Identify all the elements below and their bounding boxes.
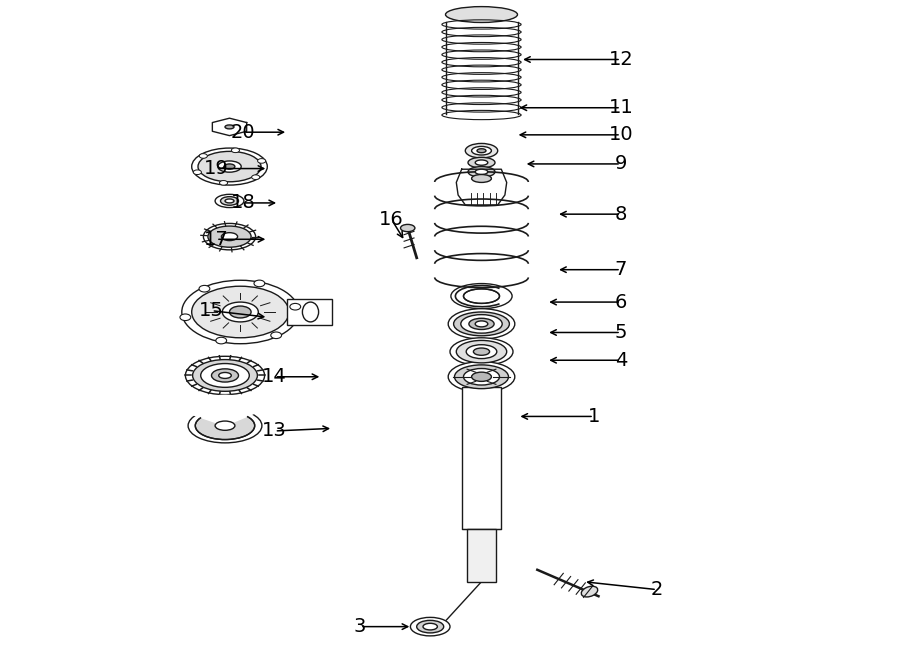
Ellipse shape xyxy=(257,159,266,163)
Ellipse shape xyxy=(225,125,234,129)
Ellipse shape xyxy=(188,408,262,443)
Text: 8: 8 xyxy=(615,205,627,223)
Ellipse shape xyxy=(254,280,265,287)
Ellipse shape xyxy=(212,369,239,382)
Ellipse shape xyxy=(221,233,238,241)
Text: 14: 14 xyxy=(262,368,287,386)
Ellipse shape xyxy=(400,224,415,231)
Ellipse shape xyxy=(456,340,507,363)
Bar xyxy=(462,387,501,529)
Bar xyxy=(467,529,497,582)
Ellipse shape xyxy=(192,148,267,185)
Ellipse shape xyxy=(231,148,239,153)
Ellipse shape xyxy=(219,373,231,378)
Ellipse shape xyxy=(216,337,227,344)
Ellipse shape xyxy=(465,143,498,158)
Polygon shape xyxy=(456,169,507,205)
Text: 11: 11 xyxy=(608,98,634,117)
Text: 18: 18 xyxy=(230,194,256,212)
Ellipse shape xyxy=(451,284,512,309)
Ellipse shape xyxy=(464,369,500,385)
Ellipse shape xyxy=(224,164,235,169)
Ellipse shape xyxy=(450,338,513,366)
Text: 12: 12 xyxy=(608,50,634,69)
Ellipse shape xyxy=(230,306,251,318)
Ellipse shape xyxy=(208,226,251,247)
Ellipse shape xyxy=(469,319,494,329)
Text: 20: 20 xyxy=(230,123,256,141)
Ellipse shape xyxy=(271,332,282,338)
Ellipse shape xyxy=(454,312,509,336)
Text: 4: 4 xyxy=(615,351,627,369)
Text: 17: 17 xyxy=(203,230,229,249)
Ellipse shape xyxy=(410,617,450,636)
Ellipse shape xyxy=(473,348,490,355)
Text: 1: 1 xyxy=(588,407,600,426)
Ellipse shape xyxy=(468,157,495,168)
Ellipse shape xyxy=(472,372,491,381)
Text: 5: 5 xyxy=(615,323,627,342)
Bar xyxy=(287,299,332,325)
Ellipse shape xyxy=(302,302,319,322)
Ellipse shape xyxy=(220,180,228,185)
Ellipse shape xyxy=(477,149,486,153)
Ellipse shape xyxy=(464,289,500,303)
Ellipse shape xyxy=(448,362,515,392)
Ellipse shape xyxy=(446,7,518,22)
Ellipse shape xyxy=(423,623,437,630)
Text: 10: 10 xyxy=(608,126,634,144)
Ellipse shape xyxy=(448,309,515,339)
Ellipse shape xyxy=(218,161,241,172)
Ellipse shape xyxy=(220,197,238,205)
Text: 16: 16 xyxy=(379,210,404,229)
Wedge shape xyxy=(187,395,261,426)
Ellipse shape xyxy=(581,586,598,597)
Ellipse shape xyxy=(252,175,260,180)
Ellipse shape xyxy=(454,365,508,389)
Text: 13: 13 xyxy=(262,422,287,440)
Ellipse shape xyxy=(199,153,207,158)
Ellipse shape xyxy=(225,199,234,203)
Ellipse shape xyxy=(290,303,301,310)
Text: 2: 2 xyxy=(651,580,663,599)
Ellipse shape xyxy=(193,360,257,391)
Ellipse shape xyxy=(198,151,261,182)
Polygon shape xyxy=(212,118,247,136)
Ellipse shape xyxy=(215,421,235,430)
Ellipse shape xyxy=(199,286,210,292)
Ellipse shape xyxy=(475,321,488,327)
Ellipse shape xyxy=(461,315,502,333)
Ellipse shape xyxy=(472,175,491,182)
Text: 19: 19 xyxy=(203,159,229,178)
Ellipse shape xyxy=(203,223,256,250)
Ellipse shape xyxy=(194,170,202,175)
Ellipse shape xyxy=(192,286,289,338)
Ellipse shape xyxy=(180,314,191,321)
Ellipse shape xyxy=(472,146,491,155)
Ellipse shape xyxy=(475,160,488,165)
Text: 3: 3 xyxy=(354,617,366,636)
Ellipse shape xyxy=(466,345,497,358)
Text: 6: 6 xyxy=(615,293,627,311)
Text: 15: 15 xyxy=(199,301,224,320)
Ellipse shape xyxy=(182,280,299,344)
Text: 7: 7 xyxy=(615,260,627,279)
Ellipse shape xyxy=(201,364,249,387)
Ellipse shape xyxy=(222,302,258,322)
Ellipse shape xyxy=(185,356,265,395)
Text: 9: 9 xyxy=(615,155,627,173)
Ellipse shape xyxy=(475,169,488,175)
Ellipse shape xyxy=(468,167,495,177)
Ellipse shape xyxy=(195,412,255,440)
Ellipse shape xyxy=(215,194,244,208)
Ellipse shape xyxy=(417,620,444,633)
